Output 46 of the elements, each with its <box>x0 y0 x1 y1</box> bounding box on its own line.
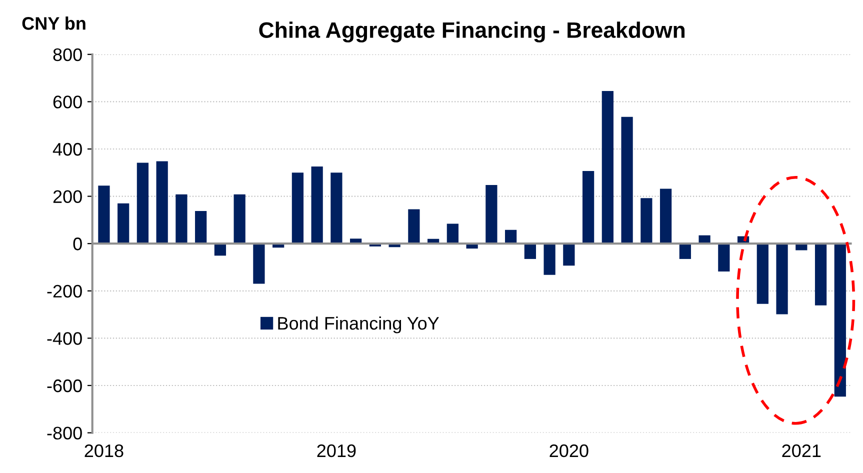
y-tick-label: -800 <box>47 426 82 440</box>
bar <box>504 230 517 244</box>
bar <box>660 188 672 244</box>
bar <box>544 244 556 275</box>
bar <box>195 210 207 244</box>
y-tick-label: -600 <box>47 379 82 392</box>
bar <box>486 184 498 244</box>
bar <box>214 244 226 256</box>
y-tick-label: -400 <box>47 332 82 345</box>
bar <box>834 244 846 397</box>
bar <box>814 244 827 306</box>
chart-title: China Aggregate Financing - Breakdown <box>259 22 685 42</box>
x-tick-label: 2020 <box>550 444 588 458</box>
x-tick-label: 2021 <box>782 444 821 458</box>
y-axis-title: CNY bn <box>22 16 86 30</box>
bar <box>621 116 633 244</box>
bar <box>408 209 420 244</box>
bar <box>718 244 730 272</box>
y-tick-label: 0 <box>73 238 82 250</box>
bar <box>776 244 788 314</box>
bar <box>582 170 594 244</box>
bar <box>524 244 536 259</box>
bar <box>640 198 652 244</box>
bar <box>563 244 575 266</box>
bar <box>136 162 149 244</box>
y-tick-label: 200 <box>53 190 82 204</box>
bar <box>602 91 614 244</box>
y-tick-label: 400 <box>52 142 82 156</box>
bar <box>98 186 110 244</box>
y-tick-label: -200 <box>47 284 82 298</box>
x-tick-label: 2018 <box>84 444 124 458</box>
bar <box>156 161 168 244</box>
bar <box>311 166 323 244</box>
bar <box>234 194 246 244</box>
bar <box>176 194 188 244</box>
y-tick-label: 600 <box>53 96 82 108</box>
legend-label: Bond Financing YoY <box>278 316 439 334</box>
bar <box>330 172 342 244</box>
bar <box>446 224 458 244</box>
bar <box>118 203 130 244</box>
bar <box>253 244 265 284</box>
bar <box>679 244 691 259</box>
x-tick-label: 2019 <box>317 444 356 458</box>
bar <box>756 244 768 304</box>
bar <box>292 172 304 244</box>
y-tick-label: 800 <box>53 48 82 62</box>
